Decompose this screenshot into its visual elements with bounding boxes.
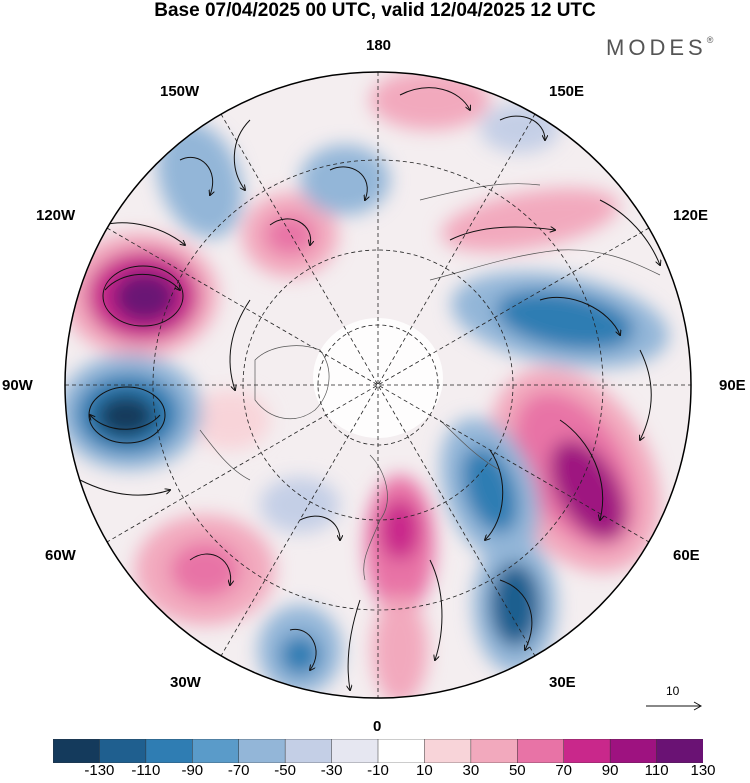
lon-label-30w: 30W <box>170 674 201 691</box>
colorbar <box>53 739 703 763</box>
map-title: Base 07/04/2025 00 UTC, valid 12/04/2025… <box>154 0 596 21</box>
colorbar-swatch <box>517 739 565 763</box>
graticule <box>65 72 691 698</box>
reference-vector-label: 10 <box>666 684 680 698</box>
colorbar-tick-label: -70 <box>227 762 250 779</box>
anomaly-field <box>65 72 691 698</box>
logo-text: MODES <box>606 35 707 60</box>
modes-logo: MODES® <box>606 35 713 61</box>
colorbar-swatch <box>238 739 286 763</box>
colorbar-tick-label: -30 <box>320 762 343 779</box>
colorbar-tick-label: 110 <box>644 762 669 779</box>
map-border <box>64 71 692 699</box>
reference-vector-arrow <box>646 701 703 711</box>
colorbar-tick-label: 70 <box>555 762 573 779</box>
lon-label-30e: 30E <box>549 674 576 691</box>
wind-streamlines <box>79 87 660 690</box>
lon-label-150w: 150W <box>160 83 200 100</box>
lon-label-60w: 60W <box>45 547 76 564</box>
coastlines <box>199 183 661 581</box>
colorbar-swatch <box>424 739 472 763</box>
logo-registered-mark: ® <box>706 35 714 45</box>
colorbar-tick-label: -10 <box>367 762 389 779</box>
colorbar-tick-label: 50 <box>508 762 526 779</box>
colorbar-swatch <box>99 739 147 763</box>
colorbar-tick-label: -50 <box>274 762 296 779</box>
colorbar-tick-labels: -130 -110 -90 -70 -50 -30 -10 10 30 50 70 90 110 130 <box>0 763 750 783</box>
lon-label-120e: 120E <box>673 207 709 224</box>
lon-label-60e: 60E <box>673 547 700 564</box>
colorbar-swatch <box>377 739 426 763</box>
colorbar-tick-label: 130 <box>690 762 716 779</box>
colorbar-tick-label: 10 <box>416 762 433 779</box>
colorbar-swatch <box>192 739 240 763</box>
lon-label-180: 180 <box>366 37 392 54</box>
lon-label-0: 0 <box>373 718 382 735</box>
colorbar-swatch <box>284 739 333 763</box>
colorbar-swatch <box>145 739 194 763</box>
colorbar-swatch <box>53 739 101 763</box>
colorbar-swatch <box>470 739 519 763</box>
lon-label-90e: 90E <box>719 377 746 394</box>
lon-label-150e: 150E <box>549 83 585 100</box>
colorbar-tick-label: -90 <box>181 762 204 779</box>
colorbar-swatch <box>656 739 703 763</box>
lon-label-120w: 120W <box>36 207 76 224</box>
colorbar-swatch <box>331 739 379 763</box>
colorbar-tick-label: 30 <box>462 762 480 779</box>
colorbar-swatch <box>609 739 658 763</box>
colorbar-swatch <box>563 739 611 763</box>
colorbar-tick-label: -130 <box>84 762 115 779</box>
colorbar-tick-label: 90 <box>601 762 619 779</box>
colorbar-tick-label: -110 <box>131 762 161 779</box>
lon-label-90w: 90W <box>2 377 33 394</box>
